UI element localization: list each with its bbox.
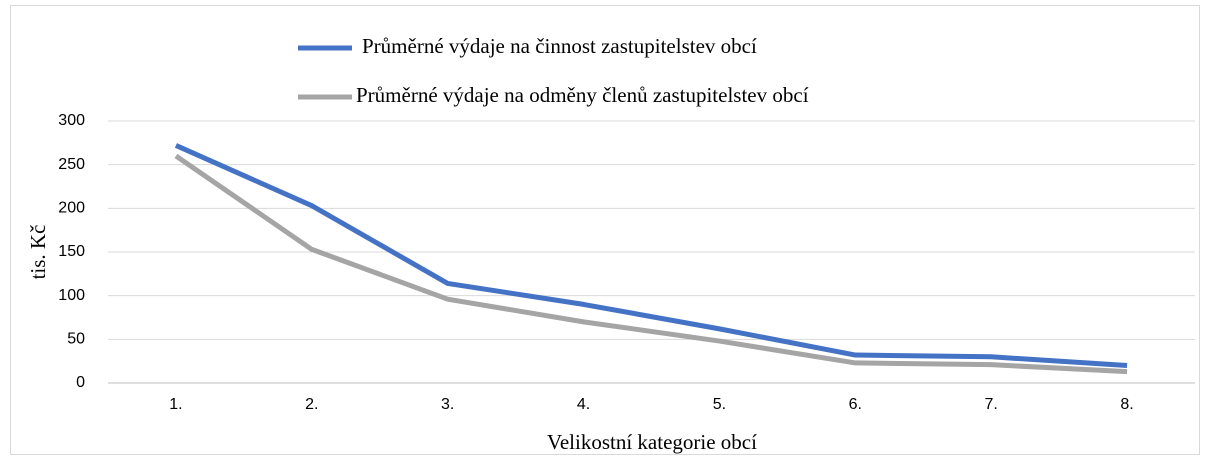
- x-tick-label: 7.: [985, 396, 998, 413]
- x-tick-label: 3.: [441, 396, 454, 413]
- x-tick-label: 5.: [713, 396, 726, 413]
- x-tick-label: 1.: [169, 396, 182, 413]
- legend-label: Průměrné výdaje na činnost zastupitelste…: [362, 34, 757, 58]
- y-tick-label: 100: [58, 287, 85, 304]
- y-tick-label: 300: [58, 112, 85, 129]
- series-line: [174, 143, 1128, 369]
- x-tick-label: 2.: [305, 396, 318, 413]
- y-axis-label: tis. Kč: [26, 225, 50, 280]
- y-tick-label: 200: [58, 200, 85, 217]
- y-tick-label: 0: [76, 374, 85, 391]
- x-tick-label: 6.: [849, 396, 862, 413]
- y-tick-label: 250: [58, 156, 85, 173]
- chart-border: [10, 5, 1200, 455]
- y-tick-label: 50: [67, 331, 85, 348]
- x-tick-label: 4.: [577, 396, 590, 413]
- series-line: [174, 153, 1128, 375]
- x-axis-label: Velikostní kategorie obcí: [547, 430, 757, 454]
- x-tick-label: 8.: [1120, 396, 1133, 413]
- legend-label: Průměrné výdaje na odměny členů zastupit…: [356, 83, 809, 107]
- y-tick-label: 150: [58, 243, 85, 260]
